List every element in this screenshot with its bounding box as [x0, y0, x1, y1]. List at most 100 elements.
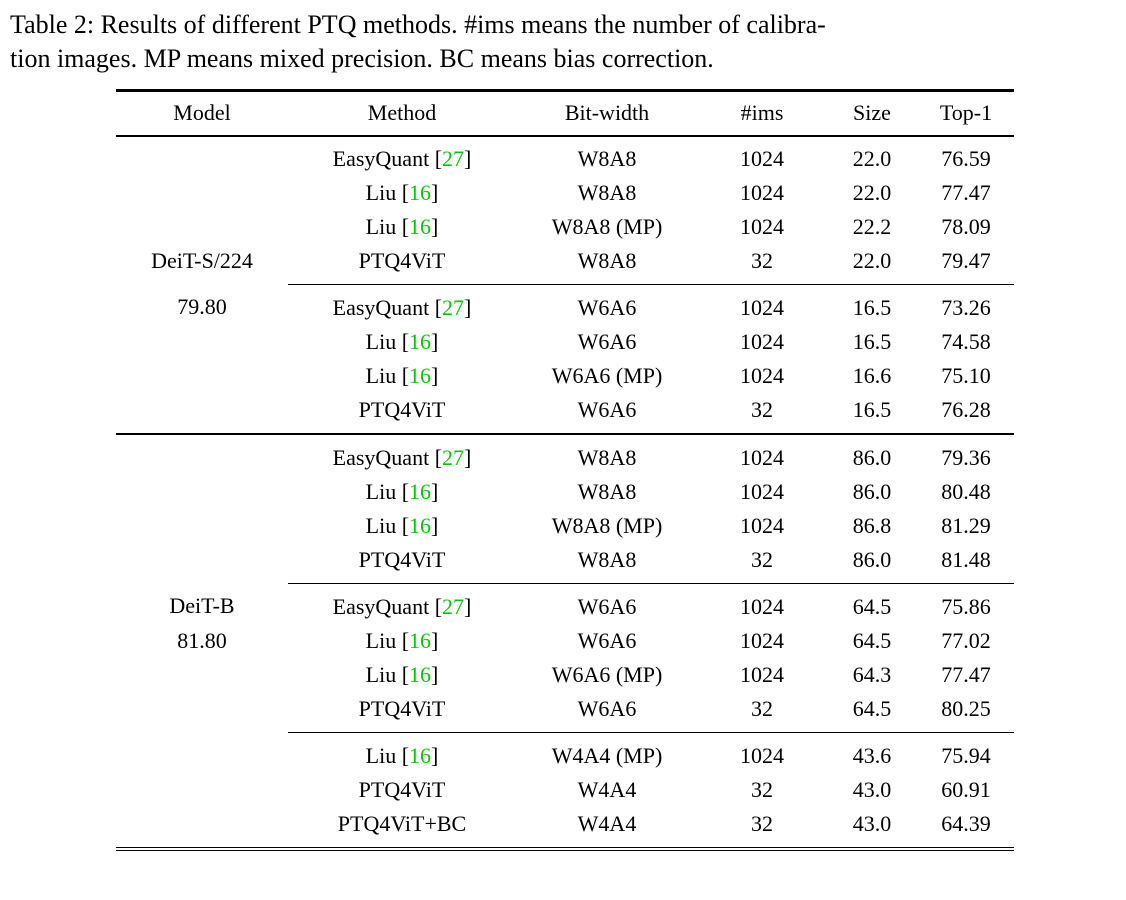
cell-ims: 1024 — [740, 328, 784, 354]
table-row: Liu [16] W6A6 (MP) 1024 16.6 75.10 — [116, 359, 1014, 393]
table-row: PTQ4ViT W4A4 32 43.0 60.91 — [116, 773, 1014, 807]
citation-link[interactable]: 27 — [442, 593, 465, 619]
cell-top1: 77.47 — [941, 661, 991, 687]
cell-size: 86.0 — [852, 478, 892, 504]
cell-top1: 77.47 — [941, 179, 991, 205]
cell-bitwidth: W4A4 — [577, 776, 637, 802]
cell-ims: 1024 — [740, 661, 784, 687]
cell-ims: 1024 — [740, 627, 784, 653]
citation-link[interactable]: 27 — [442, 145, 465, 171]
table-row: Liu [16] W8A8 1024 22.0 77.47 — [116, 176, 1014, 210]
citation-link[interactable]: 16 — [409, 362, 432, 388]
citation-link[interactable]: 16 — [409, 661, 432, 687]
cell-ims: 32 — [751, 776, 773, 802]
cell-bitwidth: W6A6 — [516, 582, 698, 624]
table-row: Liu [16] W8A8 (MP) 1024 22.2 78.09 — [116, 210, 1014, 244]
citation-link[interactable]: 16 — [409, 627, 432, 653]
citation-link[interactable]: 16 — [409, 742, 432, 768]
cell-model — [116, 475, 288, 509]
cell-method: Liu [16] — [365, 213, 439, 239]
table-row: PTQ4ViT W6A6 32 64.5 80.25 — [116, 692, 1014, 733]
cell-method: Liu [16] — [288, 731, 516, 773]
cell-size: 22.2 — [852, 213, 892, 239]
cell-method: Liu [16] — [365, 661, 439, 687]
cell-bitwidth: W6A6 (MP) — [551, 362, 663, 388]
citation-link[interactable]: 16 — [409, 512, 432, 538]
cell-bitwidth: W8A8 — [577, 179, 637, 205]
cell-method: Liu [16] — [365, 328, 439, 354]
caption-line-2: tion images. MP means mixed precision. B… — [10, 44, 714, 74]
cell-method: EasyQuant [27] — [288, 432, 516, 475]
cell-bitwidth: W8A8 — [577, 546, 637, 572]
table-body: EasyQuant [27] W8A8 1024 22.0 76.59 Liu [16] W… — [116, 136, 1014, 849]
cell-top1: 79.36 — [918, 432, 1014, 475]
cell-method: EasyQuant [27] — [288, 283, 516, 325]
cell-bitwidth: W6A6 (MP) — [551, 661, 663, 687]
cell-size: 22.0 — [852, 247, 892, 273]
citation-link[interactable]: 27 — [442, 294, 465, 320]
cell-method: Liu [16] — [365, 627, 439, 653]
cell-bitwidth: W6A6 — [577, 627, 637, 653]
column-header: Bit-width — [516, 90, 698, 137]
cell-top1: 80.25 — [941, 695, 991, 721]
cell-ims: 1024 — [740, 145, 784, 171]
cell-size: 64.3 — [852, 661, 892, 687]
cell-bitwidth: W4A4 — [577, 810, 637, 836]
column-header: Model — [116, 90, 288, 137]
cell-ims: 1024 — [740, 478, 784, 504]
caption-line-1: Table 2: Results of different PTQ method… — [10, 10, 826, 39]
cell-ims: 1024 — [740, 362, 784, 388]
cell-ims: 1024 — [698, 432, 826, 475]
cell-model — [116, 692, 288, 733]
citation-link[interactable]: 16 — [409, 478, 432, 504]
cell-top1: 75.10 — [941, 362, 991, 388]
cell-model: DeiT-B — [169, 593, 235, 619]
cell-method: Liu [16] — [365, 362, 439, 388]
cell-bitwidth: W8A8 (MP) — [551, 512, 663, 538]
cell-top1: 76.28 — [941, 396, 991, 422]
cell-method: PTQ4ViT — [358, 546, 446, 572]
cell-bitwidth: W4A4 (MP) — [516, 731, 698, 773]
column-header: Size — [826, 90, 918, 137]
cell-model — [116, 176, 288, 210]
citation-link[interactable]: 16 — [409, 213, 432, 239]
table-row: Liu [16] W8A8 (MP) 1024 86.8 81.29 — [116, 509, 1014, 543]
cell-model: 81.80 — [177, 627, 227, 653]
cell-size: 16.5 — [826, 283, 918, 325]
cell-ims: 1024 — [698, 731, 826, 773]
cell-method: PTQ4ViT — [358, 396, 446, 422]
cell-top1: 79.47 — [941, 247, 991, 273]
cell-size: 86.8 — [852, 512, 892, 538]
cell-ims: 1024 — [740, 213, 784, 239]
citation-link[interactable]: 16 — [409, 179, 432, 205]
cell-bitwidth: W6A6 — [577, 396, 637, 422]
cell-ims: 32 — [751, 546, 773, 572]
cell-size: 22.0 — [852, 145, 892, 171]
cell-model: DeiT-S/224 — [151, 247, 253, 273]
cell-bitwidth: W8A8 — [577, 247, 637, 273]
cell-bitwidth: W8A8 — [577, 145, 637, 171]
table-row: DeiT-S/224 PTQ4ViT W8A8 32 22.0 79.47 — [116, 244, 1014, 285]
cell-method: Liu [16] — [365, 478, 439, 504]
cell-method: EasyQuant [27] — [332, 145, 472, 171]
header-row: Model Method Bit-width #ims Size Top-1 — [116, 90, 1014, 137]
table-row: Liu [16] W6A6 (MP) 1024 64.3 77.47 — [116, 658, 1014, 692]
cell-model — [116, 432, 288, 475]
cell-top1: 64.39 — [941, 810, 991, 836]
cell-top1: 81.48 — [941, 546, 991, 572]
table-row: Liu [16] W6A6 1024 16.5 74.58 — [116, 325, 1014, 359]
cell-model — [116, 325, 288, 359]
cell-ims: 32 — [751, 396, 773, 422]
table-row: EasyQuant [27] W8A8 1024 22.0 76.59 — [116, 136, 1014, 176]
table-row: 79.80 EasyQuant [27] W6A6 1024 16.5 73.26 — [116, 283, 1014, 325]
cell-size: 43.6 — [826, 731, 918, 773]
cell-model: 79.80 — [177, 294, 227, 320]
cell-top1: 75.86 — [918, 582, 1014, 624]
citation-link[interactable]: 16 — [409, 328, 432, 354]
table-caption: Table 2: Results of different PTQ method… — [10, 8, 1120, 77]
cell-top1: 74.58 — [941, 328, 991, 354]
cell-model — [116, 543, 288, 584]
citation-link[interactable]: 27 — [442, 444, 465, 470]
cell-bitwidth: W8A8 — [516, 432, 698, 475]
cell-model — [116, 658, 288, 692]
